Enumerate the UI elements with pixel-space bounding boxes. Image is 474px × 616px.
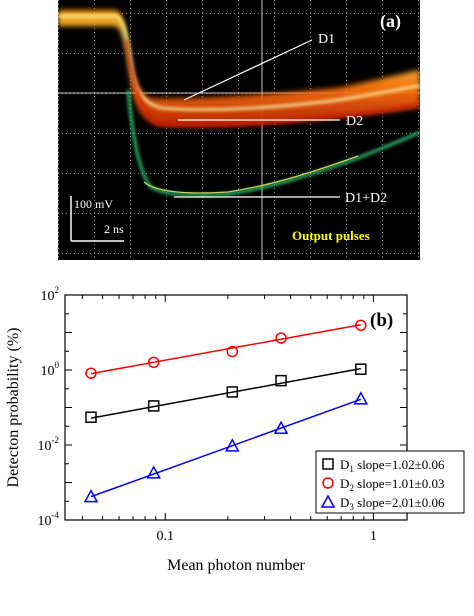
data-point-d3 — [353, 391, 369, 405]
oscilloscope-screen: D1 D2 D1+D2 (a) 100 mV 2 ns Output pulse… — [58, 0, 421, 261]
data-point-d1 — [355, 363, 367, 375]
fit-line-d1 — [90, 367, 361, 419]
fit-line-d3 — [90, 398, 362, 498]
legend-marker-d1 — [322, 458, 334, 470]
data-point-d3 — [83, 489, 99, 503]
chart-svg: 0.1 1 10-4 10-2 100 102 Mean photon number Dete… — [5, 285, 465, 574]
legend-entry-d3: D3 slope=2.01±0.06 — [340, 495, 445, 512]
data-point-d1 — [275, 374, 287, 387]
time-scale-label: 2 ns — [104, 222, 124, 236]
trace-core — [58, 14, 421, 112]
detection-probability-chart: 0.1 1 10-4 10-2 100 102 Mean photon number Dete… — [0, 283, 474, 611]
y-tick-label: 100 — [41, 360, 60, 379]
x-tick-label: 0.1 — [156, 529, 174, 544]
panel-a-label: (a) — [380, 11, 401, 32]
data-point-d1 — [85, 411, 97, 423]
y-tick-label: 10-2 — [38, 435, 60, 454]
data-point-d2 — [275, 332, 287, 344]
trace-label-d2: D2 — [346, 114, 363, 129]
y-axis-label: Detecton probability (%) — [5, 328, 22, 488]
y-tick-label: 10-4 — [38, 510, 60, 529]
legend-entry-d2: D2 slope=1.01±0.03 — [340, 476, 445, 493]
y-tick-label: 102 — [41, 285, 60, 304]
panel-b-label: (b) — [370, 310, 393, 331]
data-point-d2 — [85, 367, 97, 379]
data-point-d2 — [226, 345, 239, 358]
output-pulses-caption: Output pulses — [292, 228, 370, 243]
trace-d1-d2-glow — [143, 155, 359, 194]
legend-marker-d3 — [320, 494, 336, 508]
legend-marker-d2 — [322, 477, 334, 489]
x-axis-label: Mean photon number — [167, 557, 305, 574]
trace-label-d1-d2: D1+D2 — [345, 191, 387, 206]
voltage-scale-label: 100 mV — [74, 197, 113, 211]
data-point-d2 — [355, 319, 367, 332]
trace-label-d1: D1 — [318, 32, 335, 47]
data-point-d1 — [147, 400, 160, 412]
legend-box — [315, 450, 465, 514]
trace-d1-d2 — [126, 89, 421, 197]
x-tick-label: 1 — [370, 529, 377, 544]
d1-pointer-line — [183, 39, 313, 101]
fit-line-d2 — [90, 324, 361, 375]
oscilloscope-panel: D1 D2 D1+D2 (a) 100 mV 2 ns Output pulse… — [58, 0, 421, 261]
data-point-d1 — [226, 386, 239, 398]
data-point-d2 — [147, 356, 160, 369]
data-point-d3 — [146, 465, 161, 479]
trace-lower-edge — [124, 39, 421, 127]
trace-band — [58, 10, 420, 127]
data-point-d3 — [273, 420, 289, 434]
legend-entry-d1: D1 slope=1.02±0.06 — [340, 457, 445, 474]
data-point-d3 — [225, 438, 240, 452]
